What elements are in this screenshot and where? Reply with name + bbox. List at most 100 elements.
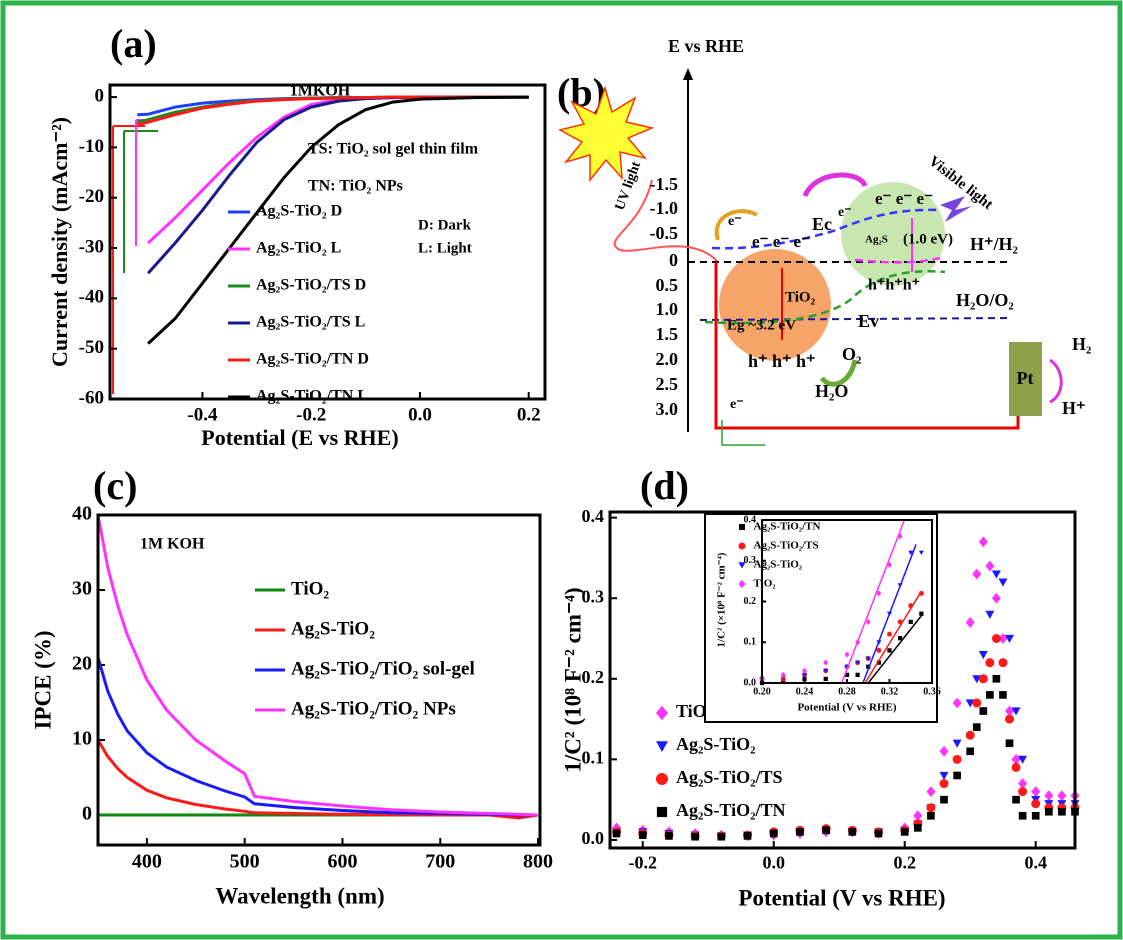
legend-label: Ag₂S-TiO₂/TN: [676, 800, 786, 820]
point: [1031, 811, 1040, 820]
point: [1011, 762, 1021, 772]
charts: -0.4 -0.2 0.0 0.20-10-20-30-40-50-60Potenti…: [30, 83, 1080, 910]
point: [1005, 705, 1015, 717]
x-tick-label: -0.2: [296, 404, 326, 425]
point: [972, 568, 982, 580]
x-tick-label: 0.28: [838, 686, 856, 697]
point: [887, 648, 892, 653]
y-tick-label: -20: [79, 186, 104, 207]
annotation: 1M KOH: [140, 536, 205, 553]
point: [802, 667, 807, 674]
point: [1011, 707, 1021, 716]
x-tick-label: 0.20: [753, 686, 771, 697]
y-tick-label: -50: [79, 337, 104, 358]
legend-label: TiO₂: [291, 578, 329, 599]
panel-label: (c): [93, 463, 137, 508]
ag2s-label: Ag₂S: [865, 234, 888, 246]
annotation: D: Dark: [418, 217, 472, 233]
point: [900, 828, 909, 836]
tio2-electrons: e⁻ e⁻ e⁻: [752, 232, 810, 251]
o2-label: O₂: [842, 344, 861, 364]
fit-line: [840, 519, 906, 684]
point: [985, 610, 995, 619]
point: [780, 671, 786, 678]
point: [1018, 778, 1028, 789]
point: [865, 656, 871, 662]
x-tick-label: 500: [230, 851, 260, 873]
energy-label: 0: [669, 250, 678, 270]
y-axis-label: IPCE (%): [30, 630, 55, 729]
axis-arrowhead: [683, 68, 693, 80]
point: [848, 828, 857, 836]
annotation: 1MKOH: [290, 83, 351, 100]
x-axis-label: Wavelength (nm): [215, 883, 384, 908]
legend-label: Ag₂S-TiO₂ L: [256, 240, 341, 257]
y-tick-label: 0.0: [582, 828, 605, 848]
point: [986, 691, 994, 699]
point: [897, 533, 903, 540]
legend-label: Ag₂S-TiO₂/TS L: [256, 314, 365, 331]
point: [1005, 739, 1014, 748]
point: [1011, 753, 1021, 765]
current-arrow: [721, 420, 765, 446]
y-tick-label: 0.4: [582, 506, 605, 526]
lightning-icon: [940, 196, 972, 222]
point: [926, 803, 936, 813]
point: [979, 707, 988, 715]
point: [939, 771, 949, 780]
series-line: [96, 514, 539, 817]
point: [796, 828, 804, 836]
point: [1012, 795, 1020, 804]
point: [918, 550, 924, 556]
ev-label: Ev: [858, 311, 879, 331]
legend-label: TiO₂: [754, 578, 777, 590]
energy-label: 0.5: [656, 275, 679, 295]
plot-area: [96, 514, 539, 820]
point: [919, 611, 924, 616]
axes-frame: [96, 513, 542, 847]
x-axis-label: Potential (V vs RHE): [797, 702, 896, 714]
y-tick-label: 0.2: [744, 596, 757, 607]
x-axis-label: Potential (E vs RHE): [201, 425, 398, 450]
y-tick-label: 30: [72, 578, 92, 600]
point: [855, 672, 860, 677]
ag2s-electron: e⁻: [838, 205, 852, 220]
y-tick-label: 0.4: [744, 514, 757, 525]
energy-label: 1.0: [656, 299, 679, 319]
y-tick-label: 0.1: [582, 747, 605, 767]
y-tick-label: 10: [72, 728, 92, 750]
circuit-electron: e⁻: [730, 397, 744, 412]
point: [823, 676, 828, 682]
legend-label: Ag₂S-TiO₂/TS D: [256, 277, 366, 294]
point: [908, 550, 914, 556]
point: [876, 647, 882, 653]
point: [866, 664, 871, 669]
hplus-label: H⁺: [1062, 398, 1086, 418]
point: [972, 675, 982, 684]
legend-swatch: [738, 579, 746, 589]
gap-label: Eg ~3.2 eV: [727, 317, 796, 333]
energy-label: 2.5: [656, 374, 679, 394]
point: [972, 723, 981, 731]
point: [876, 640, 882, 645]
legend-swatch: [738, 562, 746, 569]
x-tick-label: 0.0: [762, 852, 785, 872]
external-circuit: [714, 262, 1020, 430]
band-diagram: E vs RHE -1.5 -1.0 -0.5 0 0.5 1.0 1.5 2.…: [557, 36, 1091, 446]
point: [769, 829, 778, 838]
point: [991, 592, 1001, 604]
x-tick-label: 0.4: [1024, 852, 1047, 872]
point: [908, 603, 914, 609]
point: [823, 659, 829, 666]
point: [972, 698, 982, 708]
point: [887, 611, 892, 617]
oxidation-arrow: [819, 359, 858, 387]
legend-label: Ag₂S-TiO₂/TS: [754, 540, 819, 552]
point: [887, 561, 892, 568]
y-tick-label: 40: [72, 503, 92, 525]
y-axis-label: Current density (mAcm⁻²): [47, 117, 72, 367]
point: [952, 754, 962, 764]
energy-label: -1.5: [650, 174, 679, 194]
series-line: [136, 95, 529, 127]
